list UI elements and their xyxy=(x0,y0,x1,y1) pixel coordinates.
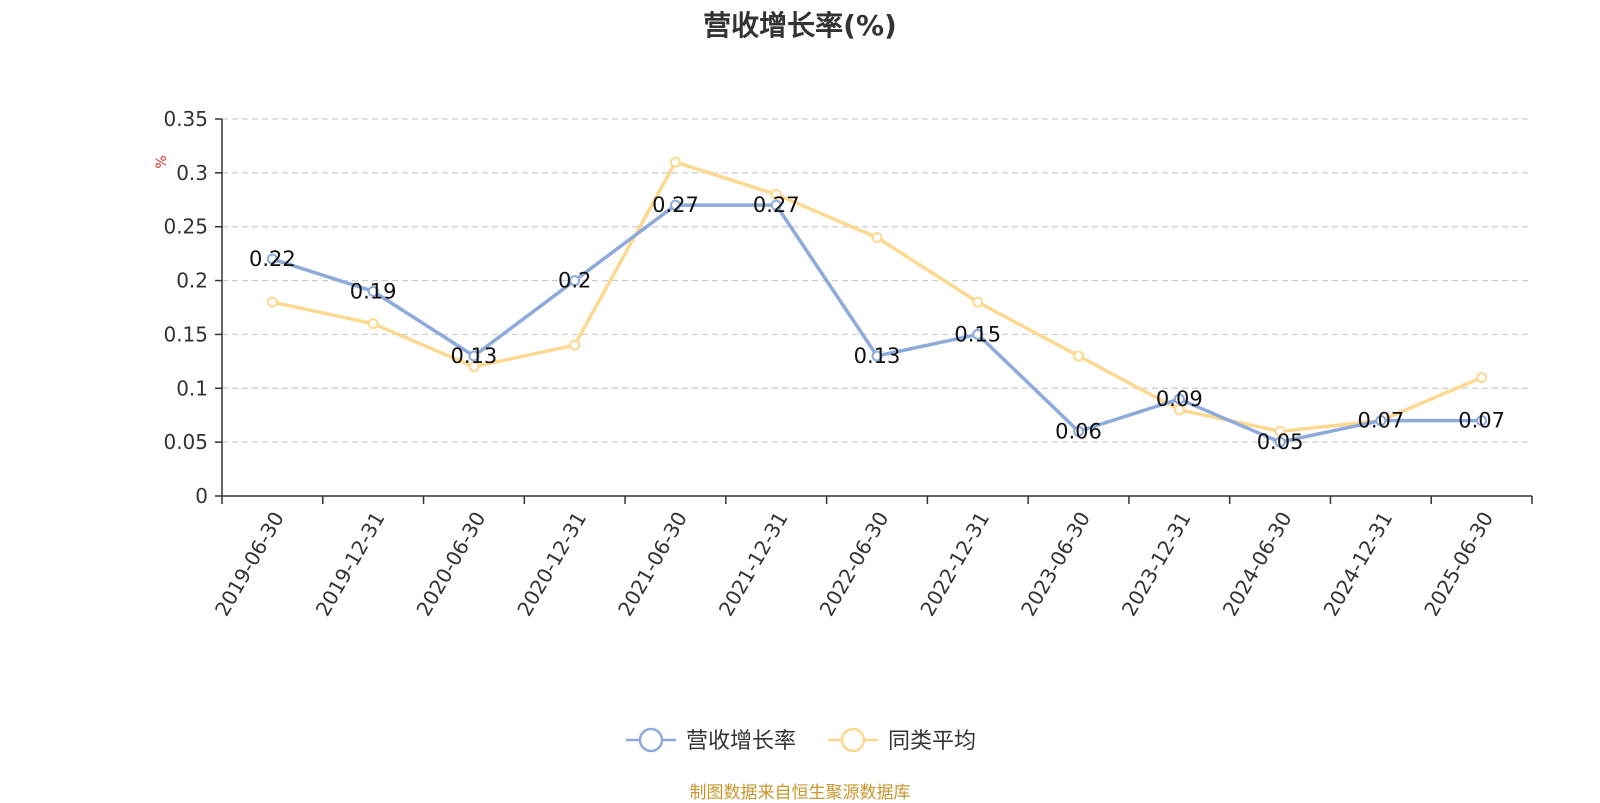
source-note: 制图数据来自恒生聚源数据库 xyxy=(689,783,911,803)
x-tick-label: 2020-06-30 xyxy=(411,508,490,621)
y-axis-label: % xyxy=(154,155,170,168)
data-point xyxy=(972,296,984,308)
x-tick-label: 2023-12-31 xyxy=(1117,508,1196,621)
data-point xyxy=(468,350,480,362)
data-point xyxy=(770,188,782,200)
data-point xyxy=(1073,350,1085,362)
data-point xyxy=(266,253,278,265)
x-tick-label: 2022-12-31 xyxy=(915,508,994,621)
data-label: 0.06 xyxy=(1055,419,1102,443)
data-point xyxy=(1173,404,1185,416)
data-point xyxy=(569,339,581,351)
x-tick-label: 2025-06-30 xyxy=(1419,508,1498,621)
y-tick-label: 0.1 xyxy=(176,376,208,400)
data-point xyxy=(1073,425,1085,437)
data-label: 0.15 xyxy=(954,322,1001,346)
data-point xyxy=(266,296,278,308)
y-tick-label: 0.25 xyxy=(163,215,208,239)
data-point xyxy=(871,231,883,243)
x-tick-label: 2024-06-30 xyxy=(1218,508,1297,621)
data-point xyxy=(871,350,883,362)
legend-label: 营收增长率 xyxy=(686,729,796,754)
y-tick-label: 0.15 xyxy=(163,322,208,346)
chart-title: 营收增长率(%) xyxy=(703,9,897,42)
data-point xyxy=(669,156,681,168)
y-tick-label: 0.3 xyxy=(176,161,208,185)
series-line xyxy=(272,160,1483,434)
x-tick-label: 2020-12-31 xyxy=(512,508,591,621)
x-tick-label: 2021-12-31 xyxy=(714,508,793,621)
data-point xyxy=(569,275,581,287)
y-tick-label: 0.05 xyxy=(163,430,208,454)
y-tick-label: 0.2 xyxy=(176,269,208,293)
data-point xyxy=(1274,436,1286,448)
data-label: 0.27 xyxy=(652,193,699,217)
x-tick-label: 2021-06-30 xyxy=(613,508,692,621)
data-point xyxy=(770,199,782,211)
data-point xyxy=(468,361,480,373)
y-tick-label: 0 xyxy=(195,484,208,508)
x-tick-label: 2024-12-31 xyxy=(1318,508,1397,621)
legend-label: 同类平均 xyxy=(888,729,976,754)
legend-item: 同类平均 xyxy=(828,727,976,754)
data-label: 0.22 xyxy=(249,247,296,271)
data-label: 0.13 xyxy=(451,344,498,368)
data-point xyxy=(1173,393,1185,405)
legend-marker xyxy=(840,727,866,753)
x-tick-label: 2023-06-30 xyxy=(1016,508,1095,621)
legend-marker xyxy=(638,727,664,753)
x-tick-label: 2019-06-30 xyxy=(210,508,289,621)
data-point xyxy=(367,285,379,297)
data-point xyxy=(1375,415,1387,427)
data-label: 0.19 xyxy=(350,279,397,303)
data-label: 0.07 xyxy=(1357,409,1404,433)
data-label: 0.27 xyxy=(753,193,800,217)
data-point xyxy=(972,328,984,340)
x-tick-label: 2019-12-31 xyxy=(311,508,390,621)
data-point xyxy=(367,318,379,330)
data-point xyxy=(1476,372,1488,384)
data-point xyxy=(669,199,681,211)
data-label: 0.13 xyxy=(854,344,901,368)
data-label: 0.05 xyxy=(1257,430,1304,454)
data-point xyxy=(1274,425,1286,437)
data-label: 0.2 xyxy=(558,269,591,293)
data-point xyxy=(1476,415,1488,427)
legend-item: 营收增长率 xyxy=(626,727,796,754)
x-tick-label: 2022-06-30 xyxy=(815,508,894,621)
y-tick-label: 0.35 xyxy=(163,107,208,131)
data-label: 0.07 xyxy=(1458,409,1505,433)
data-label: 0.09 xyxy=(1156,387,1203,411)
